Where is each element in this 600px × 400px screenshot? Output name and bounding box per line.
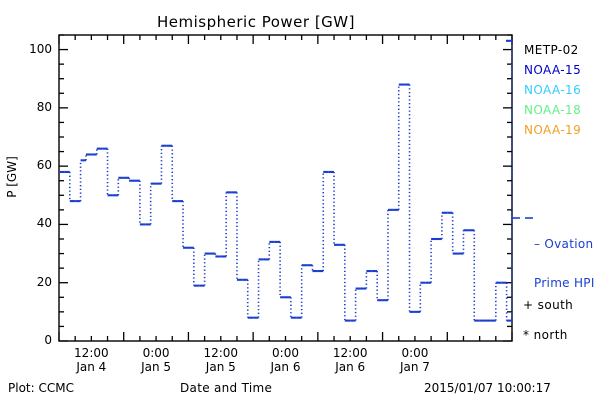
page-title: Hemispheric Power [GW] <box>157 13 355 31</box>
legend-item-noaa-18: NOAA-18 <box>524 103 582 117</box>
y-axis-tick-label: 60 <box>36 158 52 173</box>
legend-item-noaa-15: NOAA-15 <box>524 63 582 77</box>
x-tick-time: 12:00 <box>332 346 368 360</box>
x-tick-date: Jan 6 <box>270 360 301 374</box>
x-tick-date: Jan 5 <box>205 360 236 374</box>
legend-item-noaa-16: NOAA-16 <box>524 83 582 97</box>
x-axis-label: Date and Time <box>180 381 273 395</box>
marker-legend-south: + south <box>523 298 574 312</box>
x-tick-time: 12:00 <box>203 346 239 360</box>
ovation-label-line1: – Ovation <box>534 237 594 251</box>
x-axis-tick-label: 0:00 Jan 5 <box>121 346 191 374</box>
y-axis-tick-label: 80 <box>36 99 52 114</box>
legend-item-metp-02: METP-02 <box>524 43 579 57</box>
y-axis-tick-label: 100 <box>29 41 52 56</box>
x-tick-date: Jan 6 <box>335 360 366 374</box>
legend-item-noaa-19: NOAA-19 <box>524 123 582 137</box>
ovation-prime-hpi-label: – Ovation Prime HPI <box>534 212 595 316</box>
x-tick-date: Jan 4 <box>76 360 107 374</box>
x-axis-tick-label: 12:00 Jan 6 <box>315 346 385 374</box>
x-tick-date: Jan 7 <box>399 360 430 374</box>
x-tick-time: 12:00 <box>74 346 109 360</box>
x-tick-time: 0:00 <box>272 346 299 360</box>
x-tick-date: Jan 5 <box>141 360 172 374</box>
x-axis-tick-label: 0:00 Jan 7 <box>380 346 450 374</box>
y-axis-tick-label: 20 <box>36 274 52 289</box>
plot-credit: Plot: CCMC <box>8 381 74 395</box>
x-tick-time: 0:00 <box>142 346 170 360</box>
x-axis-tick-label: 12:00 Jan 5 <box>186 346 256 374</box>
x-axis-tick-label: 12:00 Jan 4 <box>56 346 126 374</box>
x-tick-time: 0:00 <box>401 346 429 360</box>
y-axis-tick-label: 0 <box>44 333 52 347</box>
ovation-label-line2: Prime HPI <box>534 276 595 290</box>
timestamp: 2015/01/07 10:00:17 <box>424 381 551 395</box>
x-axis-tick-label: 0:00 Jan 6 <box>251 346 321 374</box>
y-axis-tick-label: 40 <box>36 216 52 231</box>
marker-legend-north: * north <box>523 328 568 342</box>
